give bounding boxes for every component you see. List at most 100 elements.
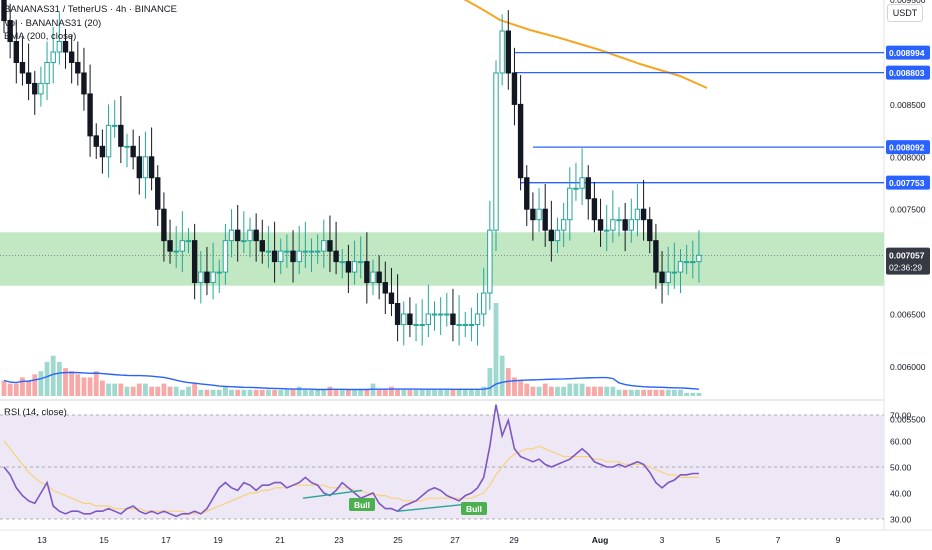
time-tick-label: 3 bbox=[660, 535, 665, 545]
candle-body bbox=[345, 261, 352, 273]
candle-body bbox=[44, 61, 50, 84]
volume-bar bbox=[555, 386, 560, 396]
volume-bar bbox=[487, 368, 493, 396]
candle-body bbox=[191, 240, 198, 284]
volume-bar bbox=[87, 377, 93, 396]
volume-legend: Vol · BANANAS31 (20) bbox=[4, 18, 102, 29]
volume-bar bbox=[585, 386, 591, 396]
candle-body bbox=[647, 219, 653, 242]
volume-bar bbox=[38, 371, 44, 396]
candle-body bbox=[308, 250, 315, 253]
candle-body bbox=[321, 240, 327, 252]
candle-body bbox=[271, 250, 278, 263]
candle-body bbox=[481, 292, 487, 315]
candle-body bbox=[487, 229, 493, 294]
candle-body bbox=[284, 250, 290, 253]
volume-bar bbox=[56, 361, 62, 396]
candle-body bbox=[210, 271, 216, 284]
time-tick-label: 27 bbox=[450, 535, 460, 545]
volume-bar bbox=[93, 371, 99, 396]
candle-body bbox=[382, 282, 389, 294]
volume-bar bbox=[130, 386, 136, 396]
candle-body bbox=[450, 313, 456, 325]
volume-bar bbox=[567, 383, 573, 396]
volume-bar bbox=[155, 386, 161, 396]
candle-body bbox=[32, 82, 38, 95]
volume-bar bbox=[598, 386, 603, 396]
volume-bar bbox=[481, 386, 487, 396]
candle-body bbox=[653, 240, 659, 273]
candle-body bbox=[62, 41, 69, 53]
volume-bar bbox=[179, 389, 185, 396]
candle-body bbox=[401, 313, 407, 325]
volume-bar bbox=[32, 374, 38, 396]
volume-bar bbox=[579, 383, 585, 396]
volume-bar bbox=[604, 386, 610, 396]
volume-bar bbox=[407, 389, 413, 396]
time-tick-label: 9 bbox=[836, 535, 841, 545]
candle-body bbox=[167, 240, 173, 252]
volume-bar bbox=[536, 386, 542, 396]
volume-bar bbox=[548, 386, 554, 396]
volume-bar bbox=[358, 389, 364, 396]
currency-button[interactable]: USDT bbox=[887, 4, 923, 22]
candle-body bbox=[241, 240, 247, 243]
support-zone bbox=[0, 232, 884, 286]
rsi-legend: RSI (14, close) bbox=[4, 407, 67, 418]
rsi-tick-label: 60.00 bbox=[890, 437, 912, 447]
volume-bar bbox=[124, 386, 130, 396]
volume-bar bbox=[186, 386, 191, 396]
candle-body bbox=[665, 271, 671, 284]
candle-body bbox=[505, 30, 512, 74]
volume-bar bbox=[284, 389, 290, 396]
time-tick-label: 17 bbox=[161, 535, 171, 545]
bull-signal-badge bbox=[461, 502, 487, 515]
rsi-tick-label: 50.00 bbox=[890, 463, 912, 473]
volume-bar bbox=[573, 383, 579, 396]
candle-body bbox=[302, 250, 309, 253]
volume-bar bbox=[204, 389, 210, 396]
volume-bar bbox=[167, 386, 173, 396]
volume-bar bbox=[161, 383, 167, 396]
candle-body bbox=[591, 198, 598, 221]
volume-bar bbox=[100, 380, 105, 396]
volume-bar bbox=[247, 389, 253, 396]
rsi-band bbox=[0, 415, 884, 519]
candle-body bbox=[524, 177, 530, 210]
candle-body bbox=[634, 208, 641, 221]
candle-body bbox=[560, 219, 567, 231]
volume-bar bbox=[63, 368, 68, 396]
volume-bar bbox=[1, 380, 7, 396]
volume-ma-line bbox=[3, 371, 700, 391]
volume-bar bbox=[678, 389, 683, 396]
volume-bar bbox=[136, 383, 142, 396]
candle-body bbox=[235, 229, 241, 242]
price-tick-label: 0.006000 bbox=[890, 362, 926, 372]
bull-signal-label: Bull bbox=[354, 500, 370, 510]
candle-body bbox=[474, 313, 481, 325]
candle-body bbox=[204, 271, 210, 284]
candle-body bbox=[517, 103, 524, 179]
candle-body bbox=[358, 261, 364, 264]
volume-bar bbox=[518, 380, 523, 396]
volume-bar bbox=[210, 389, 216, 396]
candle-body bbox=[548, 229, 555, 242]
volume-bar bbox=[143, 383, 148, 396]
time-tick-label: 19 bbox=[213, 535, 223, 545]
candle-body bbox=[677, 261, 684, 273]
rsi-line bbox=[3, 404, 699, 518]
candle-body bbox=[25, 72, 32, 84]
volume-bar bbox=[659, 389, 665, 396]
volume-bar bbox=[475, 389, 480, 396]
volume-bar bbox=[432, 389, 437, 396]
candle-body bbox=[19, 61, 26, 74]
level-price-tag bbox=[886, 140, 930, 155]
volume-bar bbox=[302, 389, 308, 396]
bull-signal-badge bbox=[349, 498, 375, 511]
volume-bar bbox=[456, 389, 462, 396]
volume-bar bbox=[253, 389, 259, 396]
volume-bar bbox=[50, 355, 56, 396]
volume-bar bbox=[339, 389, 345, 396]
price-tick-label: 0.009500 bbox=[890, 0, 926, 5]
